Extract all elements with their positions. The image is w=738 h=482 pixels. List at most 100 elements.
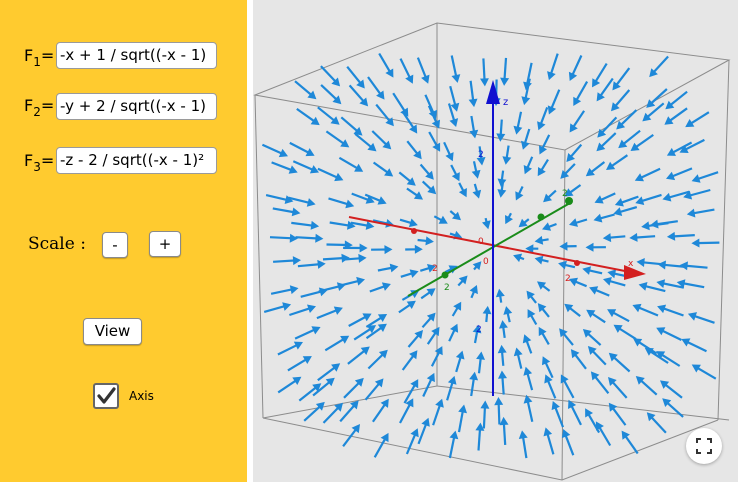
field-arrow-head [476, 351, 485, 360]
field-arrow-shaft [470, 376, 476, 397]
field-arrow-shaft [289, 306, 312, 317]
field-arrow-head [521, 140, 530, 150]
field-arrow-head [634, 173, 644, 182]
field-arrow-head [330, 116, 340, 125]
field-arrow-head [410, 290, 420, 299]
field-arrow-shaft [501, 375, 505, 395]
field-arrow-head [534, 235, 544, 245]
field-arrow-head [427, 264, 436, 273]
field-arrow-shaft [573, 352, 587, 370]
field-arrow-head [569, 123, 578, 133]
field-arrow-shaft [610, 379, 628, 399]
field-arrow-shaft [671, 234, 695, 238]
field-arrow-head [608, 402, 618, 412]
field-arrow-head [513, 125, 523, 135]
field-arrow-shaft [447, 103, 456, 123]
field-arrow-shaft [681, 281, 705, 289]
f2-input[interactable]: -y + 2 / sqrt((-x - 1) [56, 93, 217, 120]
field-arrow-head [564, 188, 574, 197]
field-arrow-head [596, 142, 606, 152]
field-arrow-shaft [347, 348, 367, 365]
scale-plus-button[interactable]: + [149, 231, 181, 257]
field-arrow-head [376, 90, 385, 100]
field-arrow-head [455, 350, 465, 360]
field-arrow-shaft [563, 433, 575, 456]
field-arrow-head [500, 77, 510, 86]
field-arrow-head [315, 233, 324, 243]
x-axis-arrowhead [624, 265, 646, 280]
field-arrow-head [573, 96, 582, 106]
field-arrow-shaft [365, 315, 384, 328]
field-arrow-head [384, 245, 393, 255]
field-arrow-head [642, 112, 652, 122]
field-arrow-shaft [648, 349, 669, 364]
checkmark-icon [97, 387, 116, 404]
field-arrow-head [523, 394, 533, 404]
x-axis-label: x [628, 259, 634, 269]
scale-minus-button[interactable]: - [102, 232, 128, 258]
field-arrow-head [292, 376, 302, 385]
field-arrow-shaft [670, 141, 693, 155]
axis-checkbox[interactable] [93, 383, 119, 409]
field-arrow-head [513, 347, 523, 357]
field-arrow-shaft [449, 85, 457, 108]
field-arrow-head [558, 260, 567, 270]
fullscreen-icon [696, 438, 712, 454]
field-arrow-head [425, 170, 434, 180]
field-arrow-shaft [296, 108, 317, 124]
field-arrow-shaft [291, 221, 315, 227]
field-arrow-head [614, 198, 624, 207]
field-arrow-head [409, 350, 418, 360]
field-arrow-shaft [610, 406, 627, 426]
field-arrow-shaft [696, 241, 720, 245]
field-arrow-head [377, 323, 387, 332]
field-arrow-head [359, 97, 369, 107]
field-arrow-shaft [351, 192, 371, 202]
field-arrow-head [618, 139, 628, 149]
f1-input[interactable]: -x + 1 / sqrt((-x - 1) [56, 42, 217, 69]
field-arrow-shaft [273, 259, 297, 263]
field-arrow-head [595, 421, 604, 431]
field-arrow-shaft [661, 306, 684, 317]
field-arrow-head [293, 341, 303, 350]
field-arrow-shaft [477, 427, 482, 451]
fullscreen-button[interactable] [686, 428, 722, 464]
field-arrow-head [629, 233, 638, 242]
y-axis-point [565, 197, 573, 205]
field-arrow-shaft [318, 284, 342, 293]
field-arrow-head [551, 401, 560, 411]
field-arrow-head [458, 275, 468, 285]
field-arrow-shaft [401, 111, 416, 131]
field-arrow-shaft [289, 141, 311, 155]
f3-input[interactable]: -z - 2 / sqrt((-x - 1)² [56, 147, 217, 174]
x-tick-neg: 2 [432, 264, 438, 274]
field-arrow-head [547, 105, 557, 115]
vector-field-plot: z 2 2 0 0 2 x 2 2 2 [253, 22, 731, 481]
field-arrow-head [332, 95, 342, 105]
field-arrow-head [289, 285, 299, 295]
field-arrow-shaft [597, 425, 612, 447]
field-arrow-shaft [670, 167, 693, 179]
field-arrow-shaft [666, 190, 690, 200]
field-arrow-head [410, 379, 419, 389]
field-arrow-head [472, 189, 482, 199]
field-arrow-shaft [614, 67, 631, 88]
field-arrow-head [450, 102, 460, 112]
field-arrow-head [351, 424, 360, 434]
field-arrow-shaft [353, 326, 373, 341]
field-arrow-head [515, 191, 524, 201]
field-arrow-head [521, 96, 531, 106]
field-arrow-head [561, 429, 571, 439]
field-arrow-head [445, 152, 454, 162]
field-arrow-head [427, 185, 437, 195]
field-arrow-head [451, 172, 460, 182]
field-arrow-head [380, 398, 389, 408]
view-button[interactable]: View [83, 318, 142, 345]
field-arrow-shaft [367, 76, 383, 97]
graphics-3d-view[interactable]: z 2 2 0 0 2 x 2 2 2 [253, 0, 738, 482]
field-arrow-head [389, 263, 399, 273]
field-arrow-shaft [659, 352, 681, 367]
field-arrow-head [518, 430, 528, 439]
field-arrow-head [449, 430, 459, 440]
field-arrow-head [568, 277, 578, 287]
